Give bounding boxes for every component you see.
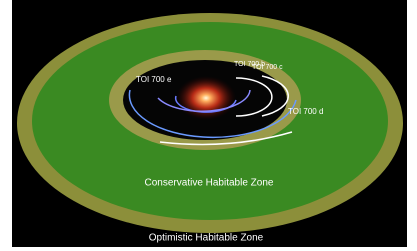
- planet-label: TOI 700 e: [136, 75, 172, 84]
- diagram: TOI 700 e TOI 700 b TOI 700 c TOI 700 d …: [0, 0, 417, 251]
- page: TOI 700 e TOI 700 b TOI 700 c TOI 700 d …: [0, 0, 417, 251]
- zone-label: Optimistic Habitable Zone: [149, 233, 264, 244]
- zone-label: Conservative Habitable Zone: [145, 178, 274, 189]
- star: [176, 76, 236, 120]
- planet-label: TOI 700 d: [288, 107, 323, 116]
- planet-label: TOI 700 c: [252, 64, 283, 71]
